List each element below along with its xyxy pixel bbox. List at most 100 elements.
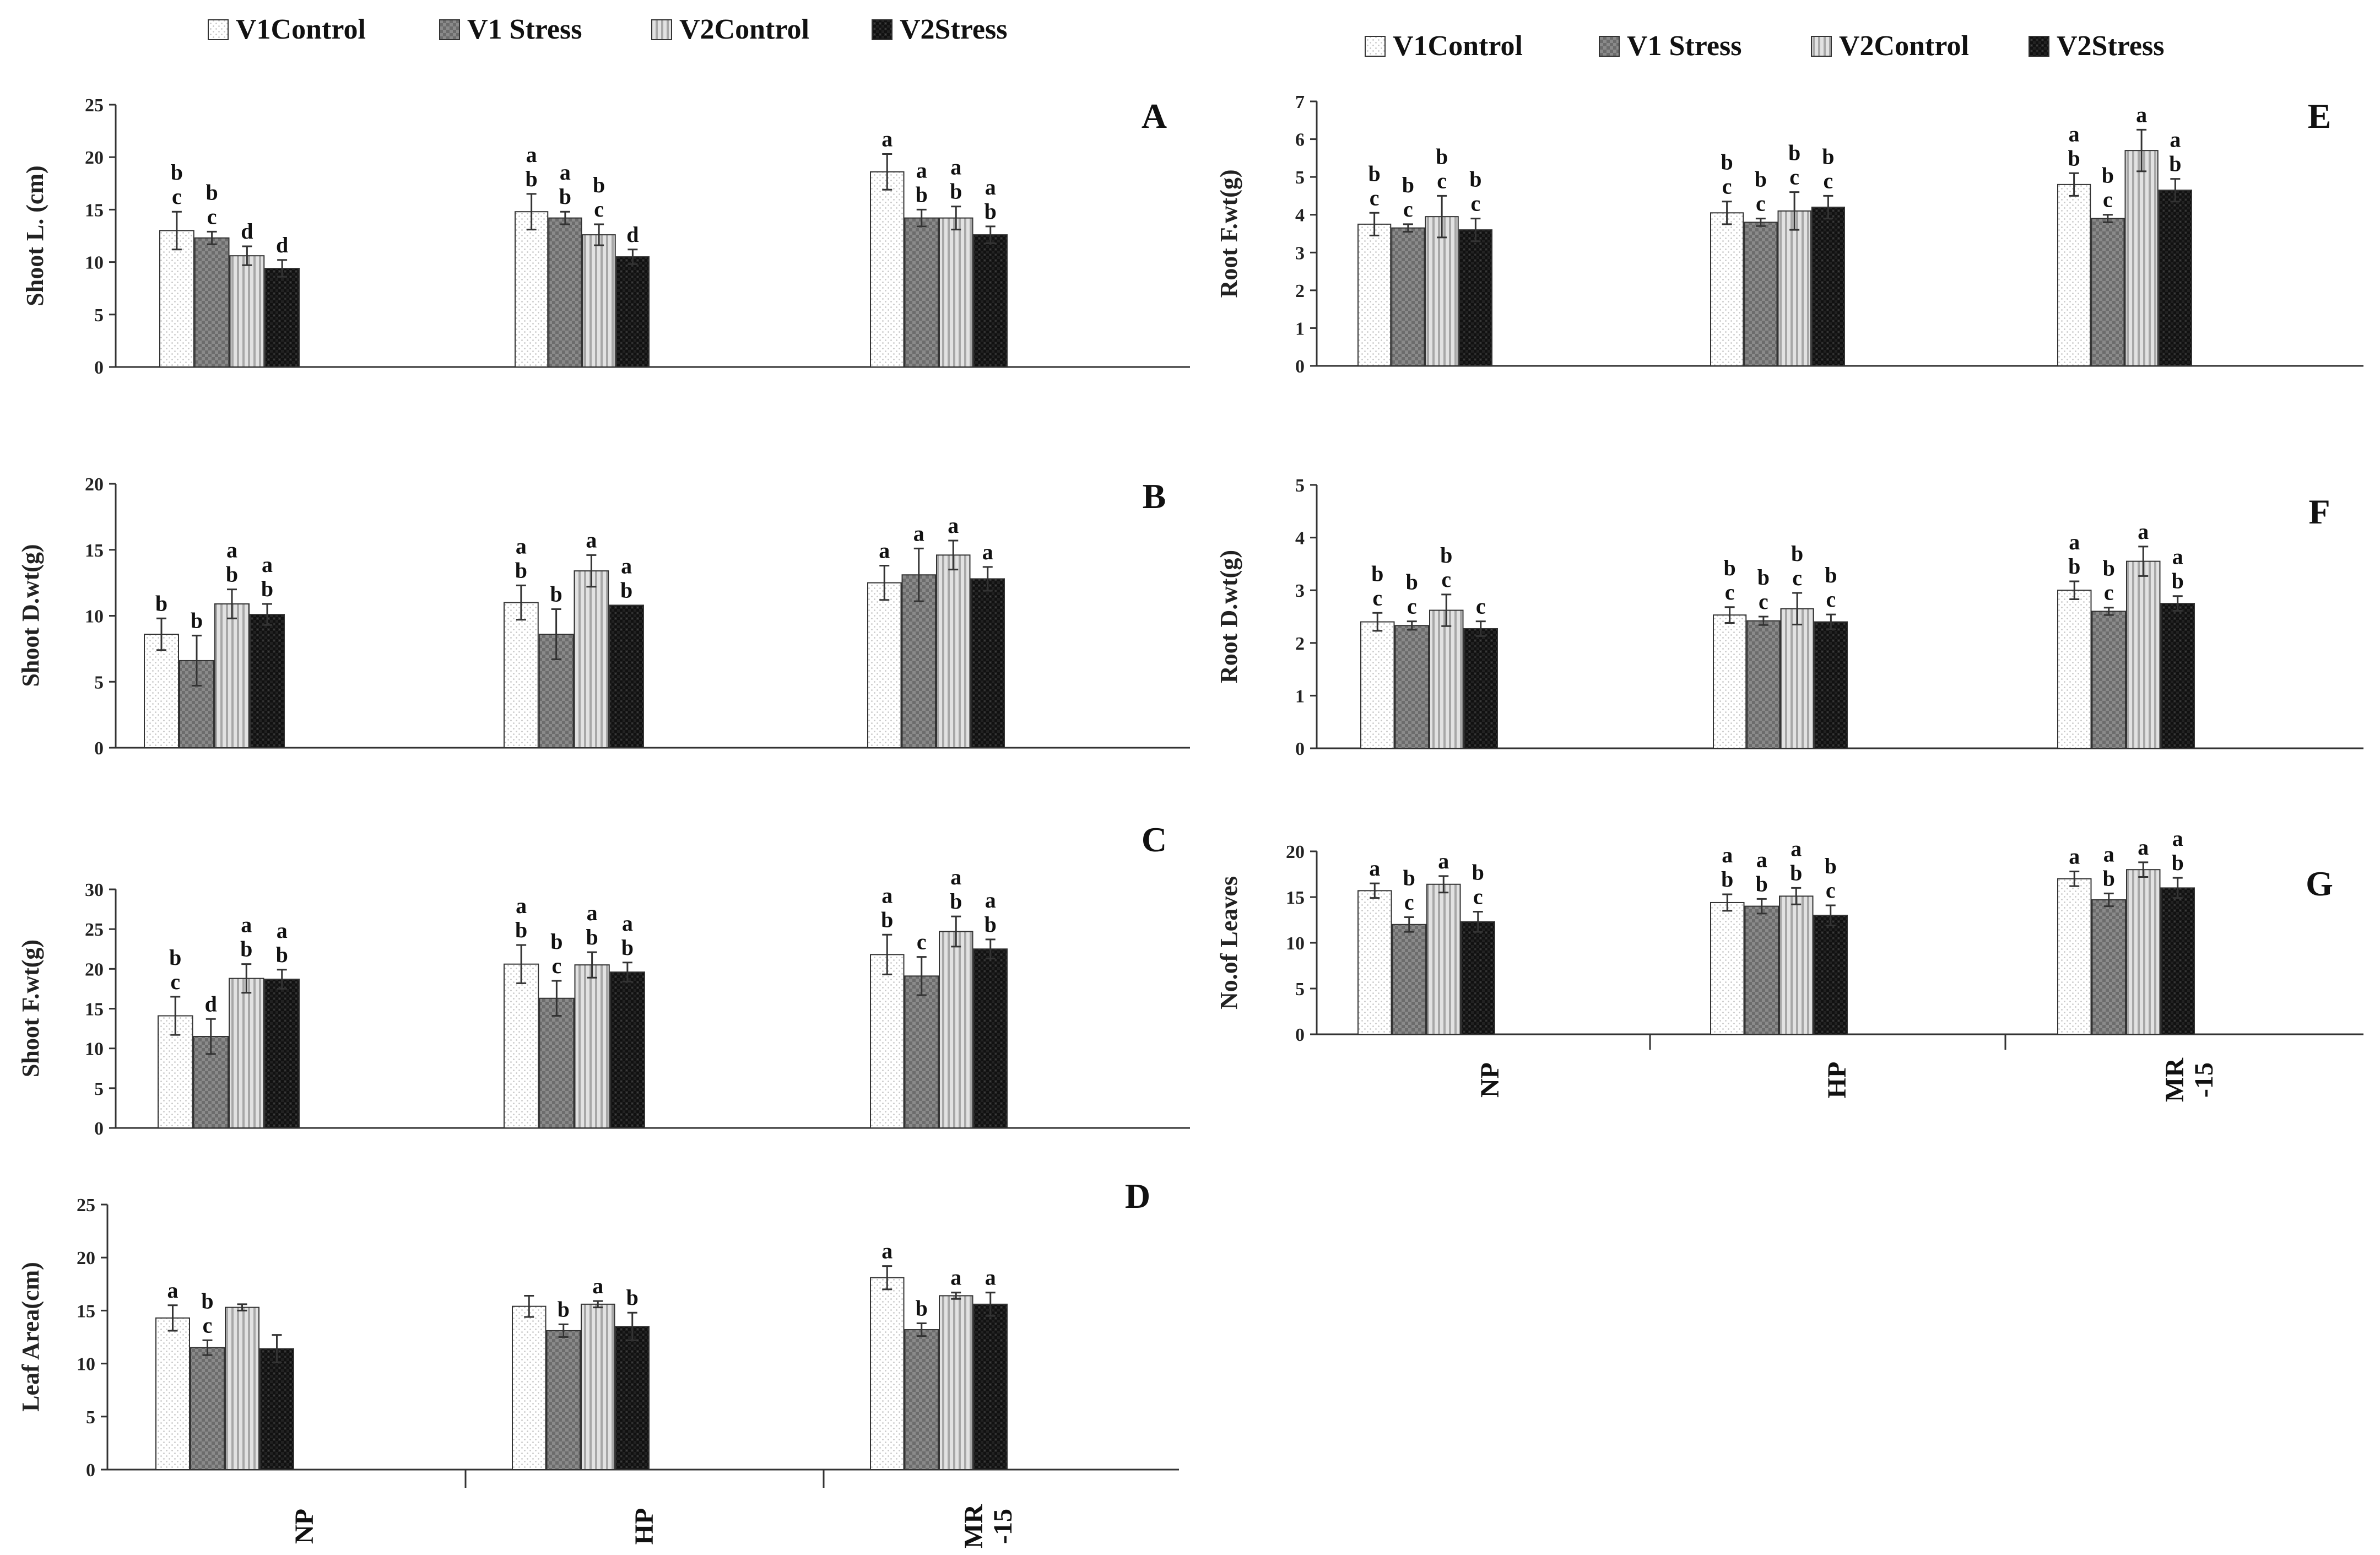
significance-label: a [516,893,527,918]
significance-label: c [1826,587,1836,612]
bar-v2stress-mr--15 [2158,190,2192,366]
significance-label: c [1759,589,1768,614]
panel-letter: D [1125,1176,1150,1216]
bar-v2control-np [1429,609,1464,749]
legend-swatch-v2stress [2029,36,2049,57]
significance-label: a [241,913,252,937]
bar-v2stress-np [259,1348,294,1471]
significance-label: b [586,925,598,949]
y-axis-label: Shoot F.wt(g) [17,940,44,1077]
category-label-line: -15 [2189,1062,2219,1098]
significance-label: c [203,1313,213,1337]
bar-v2stress-hp [1811,207,1845,366]
significance-label: b [2068,145,2080,170]
significance-label: b [950,889,962,914]
bar-v2stress-hp [609,604,644,748]
significance-label: c [1473,884,1483,909]
category-label: HP [1822,1062,1852,1099]
significance-label: a [226,538,237,563]
significance-label: b [881,907,893,932]
bar-v1-stress-mr--15 [2091,899,2126,1035]
significance-label: d [276,233,288,257]
bar-v2control-mr--15 [939,931,973,1129]
bar-v1-stress-mr--15 [904,975,939,1129]
significance-label: b [261,576,273,601]
y-tick-label: 0 [1295,1025,1305,1045]
bar-v1control-hp [512,1305,547,1471]
significance-label: b [620,577,632,602]
bar-v1-stress-mr--15 [904,1329,939,1470]
y-tick-label: 10 [85,1039,104,1060]
bar-v2stress-mr--15 [973,1303,1008,1470]
panel-letter: F [2308,492,2330,531]
bar-v2control-mr--15 [2124,150,2159,366]
y-tick-label: 0 [94,1119,104,1139]
significance-label: b [515,917,527,942]
category-label: NP [1475,1062,1505,1098]
y-tick-label: 0 [86,1460,95,1481]
y-tick-label: 5 [94,672,104,693]
significance-label: a [2172,544,2183,569]
significance-label: b [916,1295,928,1320]
bar-v2control-hp [1777,210,1811,366]
significance-label: c [1470,191,1480,216]
bar-v2control-hp [1779,895,1814,1035]
y-tick-label: 5 [94,305,104,326]
bar-v1control-hp [1713,614,1747,749]
significance-label: b [950,179,962,204]
y-axis-label: Root D.wt(g) [1215,550,1242,683]
bar-v1control-np [1357,890,1392,1035]
significance-label: d [626,222,639,247]
significance-label: a [913,521,924,546]
bar-v2control-hp [581,1303,615,1470]
significance-label: b [550,929,562,954]
panel-letter: A [1142,96,1167,136]
significance-label: b [1825,563,1837,587]
significance-label: b [1791,541,1803,566]
bar-v1-stress-mr--15 [2091,218,2125,366]
significance-label: a [879,538,890,563]
significance-label: b [1721,867,1733,892]
y-tick-label: 20 [77,1248,95,1268]
bar-v2control-np [225,1306,259,1470]
y-axis-label: Shoot L. (cm) [21,165,48,306]
significance-label: d [205,991,217,1016]
significance-label: b [206,180,218,204]
panel-letter: E [2308,96,2332,136]
significance-label: b [626,1285,639,1310]
bar-v1control-mr--15 [870,171,905,368]
category-label: MR-15 [2160,1057,2219,1102]
significance-label: b [1755,167,1767,192]
bar-v2control-mr--15 [2126,560,2161,749]
category-label: NP [290,1509,319,1544]
significance-label: b [593,172,605,197]
significance-label: b [559,184,571,209]
legend-label: V2Stress [2057,30,2164,62]
significance-label: a [2170,127,2181,152]
significance-label: c [1722,174,1732,199]
significance-label: b [2172,569,2184,593]
bar-v2control-np [229,978,264,1129]
bar-v2control-mr--15 [939,1295,973,1471]
legend-swatch-v1-stress [439,19,460,40]
y-tick-label: 25 [85,920,104,940]
significance-label: a [621,553,632,578]
category-label: MR-15 [959,1504,1018,1548]
y-tick-label: 20 [85,148,104,168]
bar-v1control-mr--15 [870,1277,905,1471]
bar-v1-stress-hp [539,997,575,1129]
bar-v1control-np [155,1317,190,1470]
significance-label: b [226,562,238,587]
bar-v2control-mr--15 [939,217,973,368]
significance-label: b [558,1297,570,1321]
legend-label: V1Control [236,14,366,45]
y-axis-label: Root F.wt(g) [1215,170,1242,298]
y-tick-label: 0 [1295,357,1305,377]
bar-v1-stress-np [179,660,214,749]
bar-v2stress-hp [609,971,645,1129]
significance-label: c [2103,187,2113,212]
